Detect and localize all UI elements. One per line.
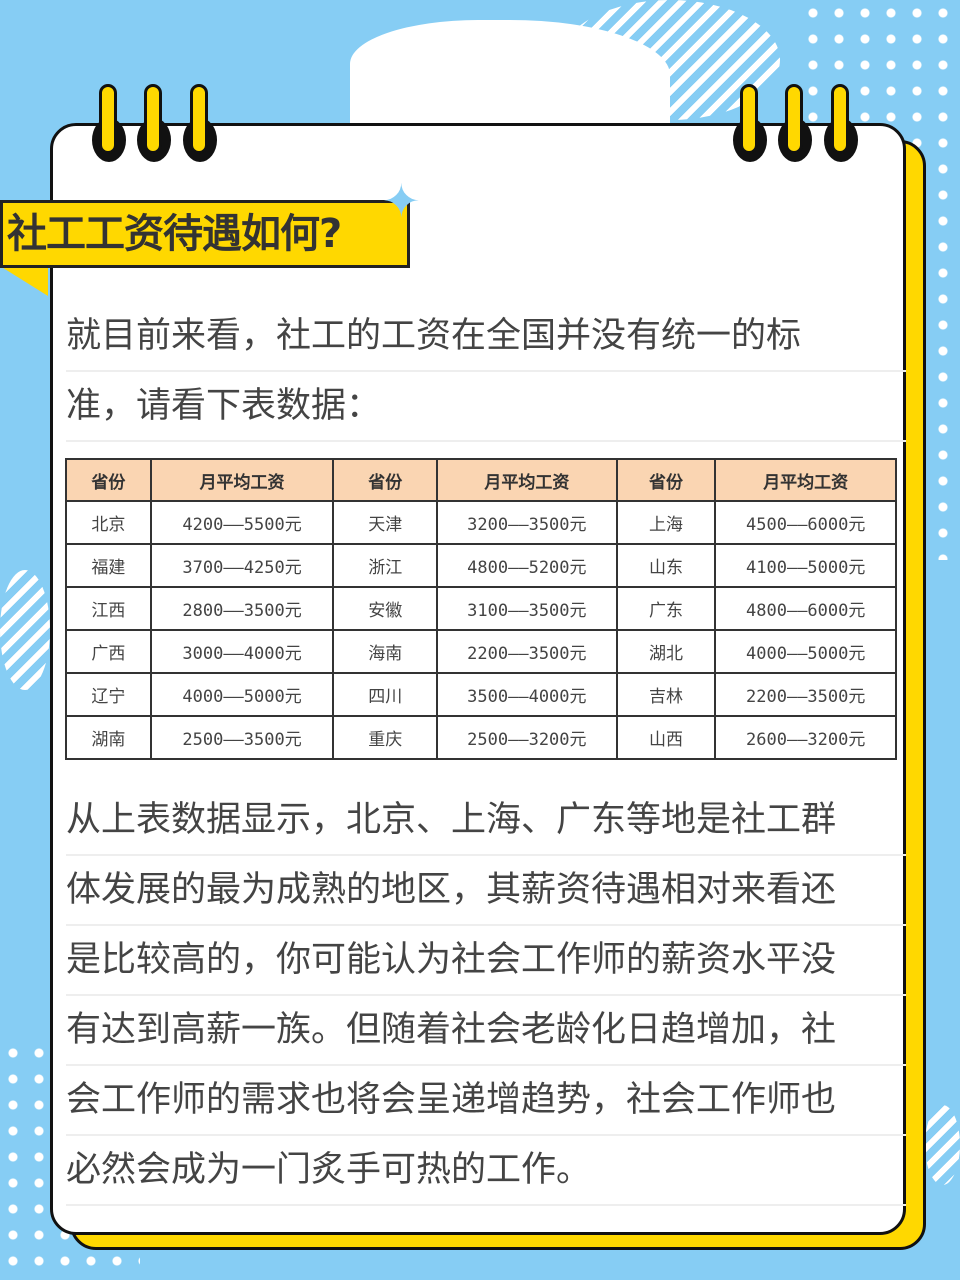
province-cell: 江西: [65, 586, 152, 631]
table-row: 湖南 2500——3500元 重庆 2500——3200元 山西 2600——3200元: [65, 715, 897, 760]
page-title: 社工工资待遇如何?: [0, 200, 410, 268]
table-row: 福建 3700——4250元 浙江 4800——5200元 山东 4100——5000元: [65, 543, 897, 588]
table-row: 北京 4200——5500元 天津 3200——3500元 上海 4500——6000元: [65, 500, 897, 545]
salary-cell: 4500——6000元: [714, 500, 897, 545]
province-cell: 重庆: [332, 715, 439, 760]
binder-ring: [785, 84, 803, 154]
salary-cell: 4200——5500元: [149, 500, 335, 545]
intro-text: 就目前来看，社工的工资在全国并没有统一的标 准，请看下表数据：: [66, 302, 906, 442]
salary-cell: 4000——5000元: [714, 629, 897, 674]
stripe-circle: [925, 1105, 960, 1185]
salary-cell: 3700——4250元: [149, 543, 335, 588]
province-cell: 天津: [332, 500, 439, 545]
province-cell: 福建: [65, 543, 152, 588]
text-line: 准，请看下表数据：: [66, 372, 906, 442]
province-cell: 广东: [615, 586, 717, 631]
stripe-circle: [0, 570, 50, 690]
binder-ring: [831, 84, 849, 154]
table-row: 广西 3000——4000元 海南 2200——3500元 湖北 4000——5000元: [65, 629, 897, 674]
salary-cell: 3100——3500元: [436, 586, 618, 631]
binder-ring: [99, 84, 117, 154]
province-cell: 湖北: [615, 629, 717, 674]
province-cell: 上海: [615, 500, 717, 545]
salary-cell: 4100——5000元: [714, 543, 897, 588]
province-cell: 湖南: [65, 715, 152, 760]
header-salary: 月平均工资: [149, 458, 335, 502]
table-header-row: 省份 月平均工资 省份 月平均工资 省份 月平均工资: [65, 458, 897, 502]
header-salary: 月平均工资: [714, 458, 897, 502]
header-province: 省份: [615, 458, 717, 502]
salary-cell: 2200——3500元: [436, 629, 618, 674]
province-cell: 山东: [615, 543, 717, 588]
salary-cell: 2500——3500元: [149, 715, 335, 760]
white-blob: [350, 20, 670, 130]
salary-cell: 3200——3500元: [436, 500, 618, 545]
province-cell: 辽宁: [65, 672, 152, 717]
salary-cell: 2600——3200元: [714, 715, 897, 760]
title-ribbon-tail: [0, 266, 48, 296]
header-province: 省份: [65, 458, 152, 502]
salary-cell: 2500——3200元: [436, 715, 618, 760]
province-cell: 广西: [65, 629, 152, 674]
binder-ring: [740, 84, 758, 154]
province-cell: 安徽: [332, 586, 439, 631]
salary-cell: 3500——4000元: [436, 672, 618, 717]
text-line: 会工作师的需求也将会呈递增趋势，社会工作师也: [66, 1066, 906, 1136]
province-cell: 北京: [65, 500, 152, 545]
text-line: 必然会成为一门炙手可热的工作。: [66, 1136, 906, 1206]
province-cell: 四川: [332, 672, 439, 717]
salary-cell: 4800——6000元: [714, 586, 897, 631]
table-row: 辽宁 4000——5000元 四川 3500——4000元 吉林 2200——3500元: [65, 672, 897, 717]
province-cell: 吉林: [615, 672, 717, 717]
province-cell: 山西: [615, 715, 717, 760]
table-row: 江西 2800——3500元 安徽 3100——3500元 广东 4800——6000元: [65, 586, 897, 631]
text-line: 从上表数据显示，北京、上海、广东等地是社工群: [66, 786, 906, 856]
salary-cell: 4000——5000元: [149, 672, 335, 717]
province-cell: 浙江: [332, 543, 439, 588]
salary-table: 省份 月平均工资 省份 月平均工资 省份 月平均工资 北京 4200——5500元…: [65, 458, 897, 760]
text-line: 体发展的最为成熟的地区，其薪资待遇相对来看还: [66, 856, 906, 926]
salary-cell: 4800——5200元: [436, 543, 618, 588]
binder-ring: [144, 84, 162, 154]
binder-ring: [190, 84, 208, 154]
salary-cell: 2800——3500元: [149, 586, 335, 631]
text-line: 有达到高薪一族。但随着社会老龄化日趋增加，社: [66, 996, 906, 1066]
salary-cell: 3000——4000元: [149, 629, 335, 674]
province-cell: 海南: [332, 629, 439, 674]
header-salary: 月平均工资: [436, 458, 618, 502]
sparkle-icon: ✦: [382, 174, 421, 228]
salary-cell: 2200——3500元: [714, 672, 897, 717]
conclusion-text: 从上表数据显示，北京、上海、广东等地是社工群 体发展的最为成熟的地区，其薪资待遇…: [66, 786, 906, 1206]
text-line: 是比较高的，你可能认为社会工作师的薪资水平没: [66, 926, 906, 996]
header-province: 省份: [332, 458, 439, 502]
text-line: 就目前来看，社工的工资在全国并没有统一的标: [66, 302, 906, 372]
